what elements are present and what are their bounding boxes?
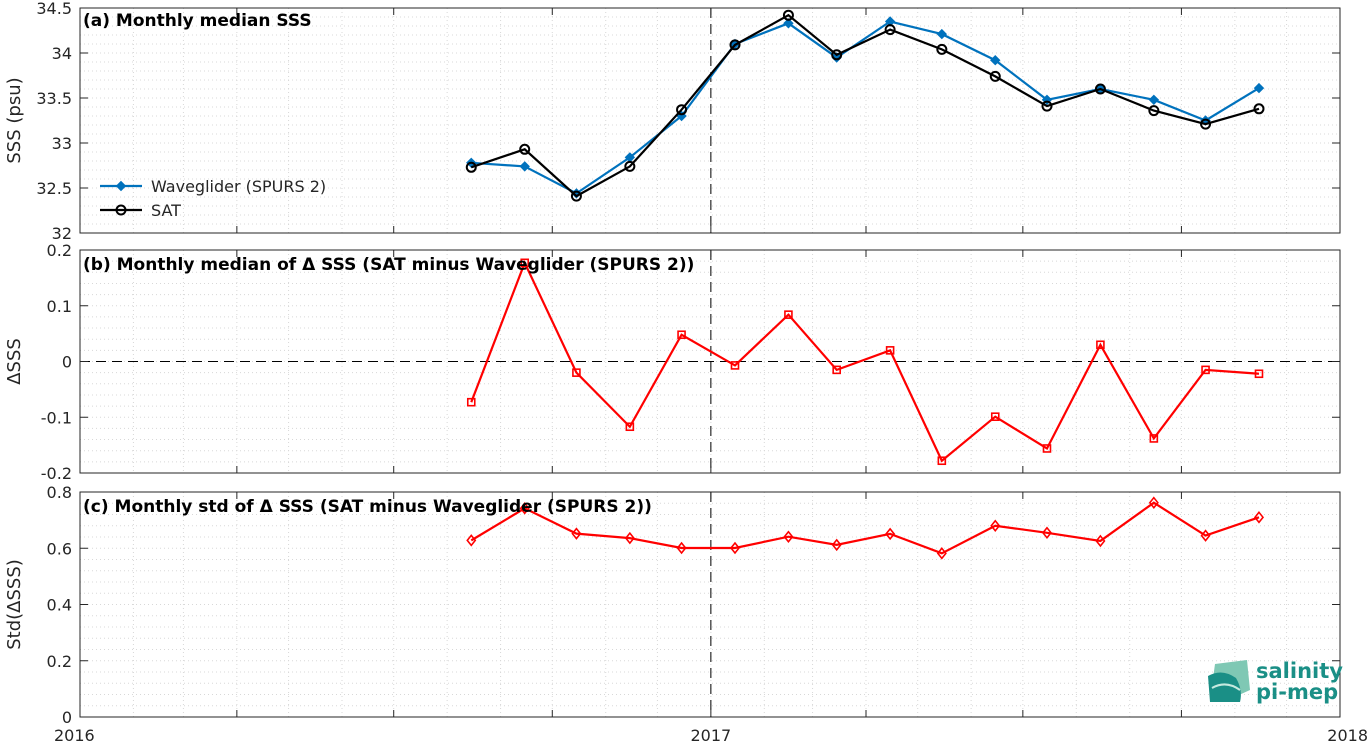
data-point-delta-std — [466, 534, 477, 547]
data-point-sat — [519, 143, 531, 155]
y-axis-label: ΔSSS — [4, 338, 25, 385]
data-point-sat — [1041, 100, 1053, 112]
data-point-delta-median — [1149, 434, 1159, 443]
logo-text-salinity: salinity — [1256, 659, 1343, 683]
logo-wave-shape-front — [1208, 672, 1241, 702]
data-point-delta-median — [466, 397, 476, 407]
data-point-sat — [989, 70, 1001, 82]
data-point-delta-std — [831, 538, 842, 552]
data-point-delta-std — [990, 519, 1001, 533]
data-point-waveglider — [519, 161, 530, 172]
y-tick-label: 33 — [52, 134, 72, 153]
axes-layer — [79, 7, 1341, 718]
data-point-delta-median — [572, 368, 581, 377]
data-point-delta-median — [990, 412, 1000, 421]
panel-title: (a) Monthly median SSS — [83, 11, 312, 31]
series-line-0-1 — [470, 13, 1260, 198]
data-point-sat — [729, 39, 741, 51]
legend-label: Waveglider (SPURS 2) — [151, 177, 326, 196]
y-tick-label: 0 — [62, 353, 72, 372]
data-point-sat — [465, 161, 477, 173]
data-point-sat — [782, 9, 794, 21]
reference-lines-layer — [80, 8, 1340, 717]
data-point-waveglider — [990, 54, 1001, 66]
data-point-sat — [1094, 83, 1106, 95]
data-point-delta-median — [784, 310, 793, 319]
data-point-delta-median — [937, 456, 947, 466]
data-point-sat — [1148, 105, 1160, 117]
legend-marker-waveglider — [115, 180, 127, 192]
data-point-delta-std — [624, 531, 635, 545]
data-point-waveglider — [1148, 94, 1160, 106]
data-point-delta-median — [1096, 340, 1105, 350]
y-tick-label: 0 — [62, 708, 72, 727]
data-point-waveglider — [1253, 82, 1265, 94]
data-point-delta-median — [677, 330, 686, 340]
y-tick-label: 32 — [52, 224, 72, 243]
data-point-delta-std — [571, 527, 582, 540]
data-point-delta-median — [885, 346, 895, 355]
y-tick-label: -0.2 — [41, 464, 72, 483]
data-layer — [465, 9, 1265, 560]
y-axis-label: Std(ΔSSS) — [4, 559, 25, 650]
panel-title: (b) Monthly median of Δ SSS (SAT minus W… — [83, 255, 694, 275]
data-point-delta-median — [1042, 444, 1052, 453]
data-point-sat — [570, 190, 582, 202]
data-point-delta-median — [832, 365, 841, 375]
data-point-delta-std — [1041, 526, 1053, 540]
legend-label: SAT — [151, 201, 181, 220]
y-tick-label: 0.1 — [47, 297, 72, 316]
data-point-delta-median — [1254, 369, 1264, 379]
data-point-delta-std — [783, 530, 794, 543]
series-line-1-0 — [470, 260, 1260, 463]
data-point-sat — [1200, 118, 1212, 130]
data-point-sat — [884, 24, 896, 36]
data-point-delta-std — [1200, 529, 1211, 542]
text-layer: 32 32.5 33 33.5 34 34.5 SSS (psu) (a) Monthly m… — [4, 0, 1368, 745]
y-tick-label: 0.4 — [47, 596, 72, 615]
logo-wave-line — [1211, 683, 1241, 691]
data-point-sat — [936, 43, 948, 55]
series-line-0-0 — [471, 20, 1260, 195]
panel-title: (c) Monthly std of Δ SSS (SAT minus Wave… — [83, 497, 652, 517]
data-point-sat — [831, 49, 843, 61]
y-tick-label: 0.8 — [47, 483, 72, 502]
series-line-2-0 — [470, 501, 1260, 555]
data-point-delta-std — [936, 547, 947, 560]
y-tick-label: 0.2 — [47, 241, 72, 260]
grid-layer — [79, 8, 1340, 717]
y-tick-label: 0.2 — [47, 652, 72, 671]
data-point-delta-median — [520, 258, 530, 268]
data-point-waveglider — [936, 28, 948, 40]
data-point-delta-median — [1201, 365, 1210, 375]
y-tick-label: 0.6 — [47, 539, 72, 558]
x-tick-label: 2017 — [691, 726, 732, 745]
x-tick-label: 2016 — [54, 726, 95, 745]
data-point-delta-std — [1095, 534, 1106, 548]
data-point-delta-std — [1148, 496, 1159, 509]
data-point-delta-std — [676, 541, 687, 555]
data-point-sat — [676, 104, 688, 116]
y-tick-label: 33.5 — [36, 89, 72, 108]
data-point-delta-std — [1253, 511, 1265, 524]
data-point-delta-std — [729, 541, 741, 555]
data-point-waveglider — [783, 18, 794, 29]
data-point-delta-median — [730, 361, 740, 370]
y-tick-label: 34 — [52, 44, 72, 63]
x-tick-label: 2018 — [1327, 726, 1368, 745]
salinity-pi-mep-logo: salinity pi-mep — [1208, 659, 1343, 704]
y-tick-label: 32.5 — [36, 179, 72, 198]
data-point-sat — [624, 160, 636, 172]
data-point-delta-std — [519, 502, 530, 515]
logo-text-pi-mep: pi-mep — [1256, 680, 1338, 704]
y-tick-label: 34.5 — [36, 0, 72, 18]
data-point-sat — [1253, 103, 1265, 115]
y-axis-label: SSS (psu) — [4, 77, 25, 163]
data-point-delta-median — [625, 422, 635, 432]
y-tick-label: -0.1 — [41, 408, 72, 427]
panel-frame-0 — [79, 7, 1341, 234]
data-point-delta-std — [885, 527, 896, 541]
legend-marker-sat — [115, 204, 127, 216]
